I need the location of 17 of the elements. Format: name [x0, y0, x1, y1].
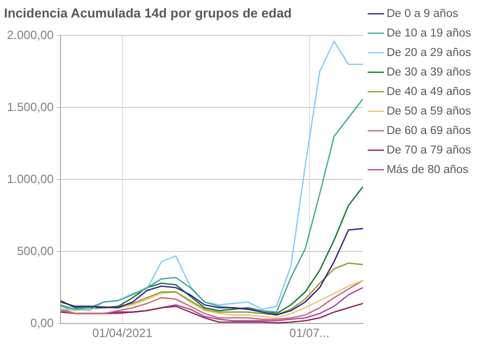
y-tick-label: 500,00 [17, 244, 54, 258]
legend-label: De 60 a 69 años [386, 124, 472, 137]
legend-label: De 0 a 9 años [386, 8, 458, 20]
legend-label: De 10 a 19 años [386, 27, 472, 40]
legend-label: Más de 80 años [386, 164, 469, 176]
legend-label: De 50 a 59 años [386, 105, 472, 118]
chart-title: Incidencia Acumulada 14d por grupos de edad [4, 5, 292, 20]
y-tick-label: 2.000,00 [6, 28, 54, 42]
y-tick-label: 1.500,00 [6, 100, 54, 114]
legend-label: De 20 a 29 años [386, 46, 472, 59]
legend-label: De 70 a 79 años [386, 144, 472, 156]
legend-label: De 40 a 49 años [386, 86, 472, 98]
y-tick-label: 0,00 [30, 316, 54, 330]
legend-label: De 30 a 39 años [386, 66, 472, 78]
x-tick-label: 01/04/2021 [92, 326, 153, 340]
y-tick-label: 1.000,00 [6, 172, 54, 186]
x-tick-label: 01/07... [289, 326, 330, 340]
